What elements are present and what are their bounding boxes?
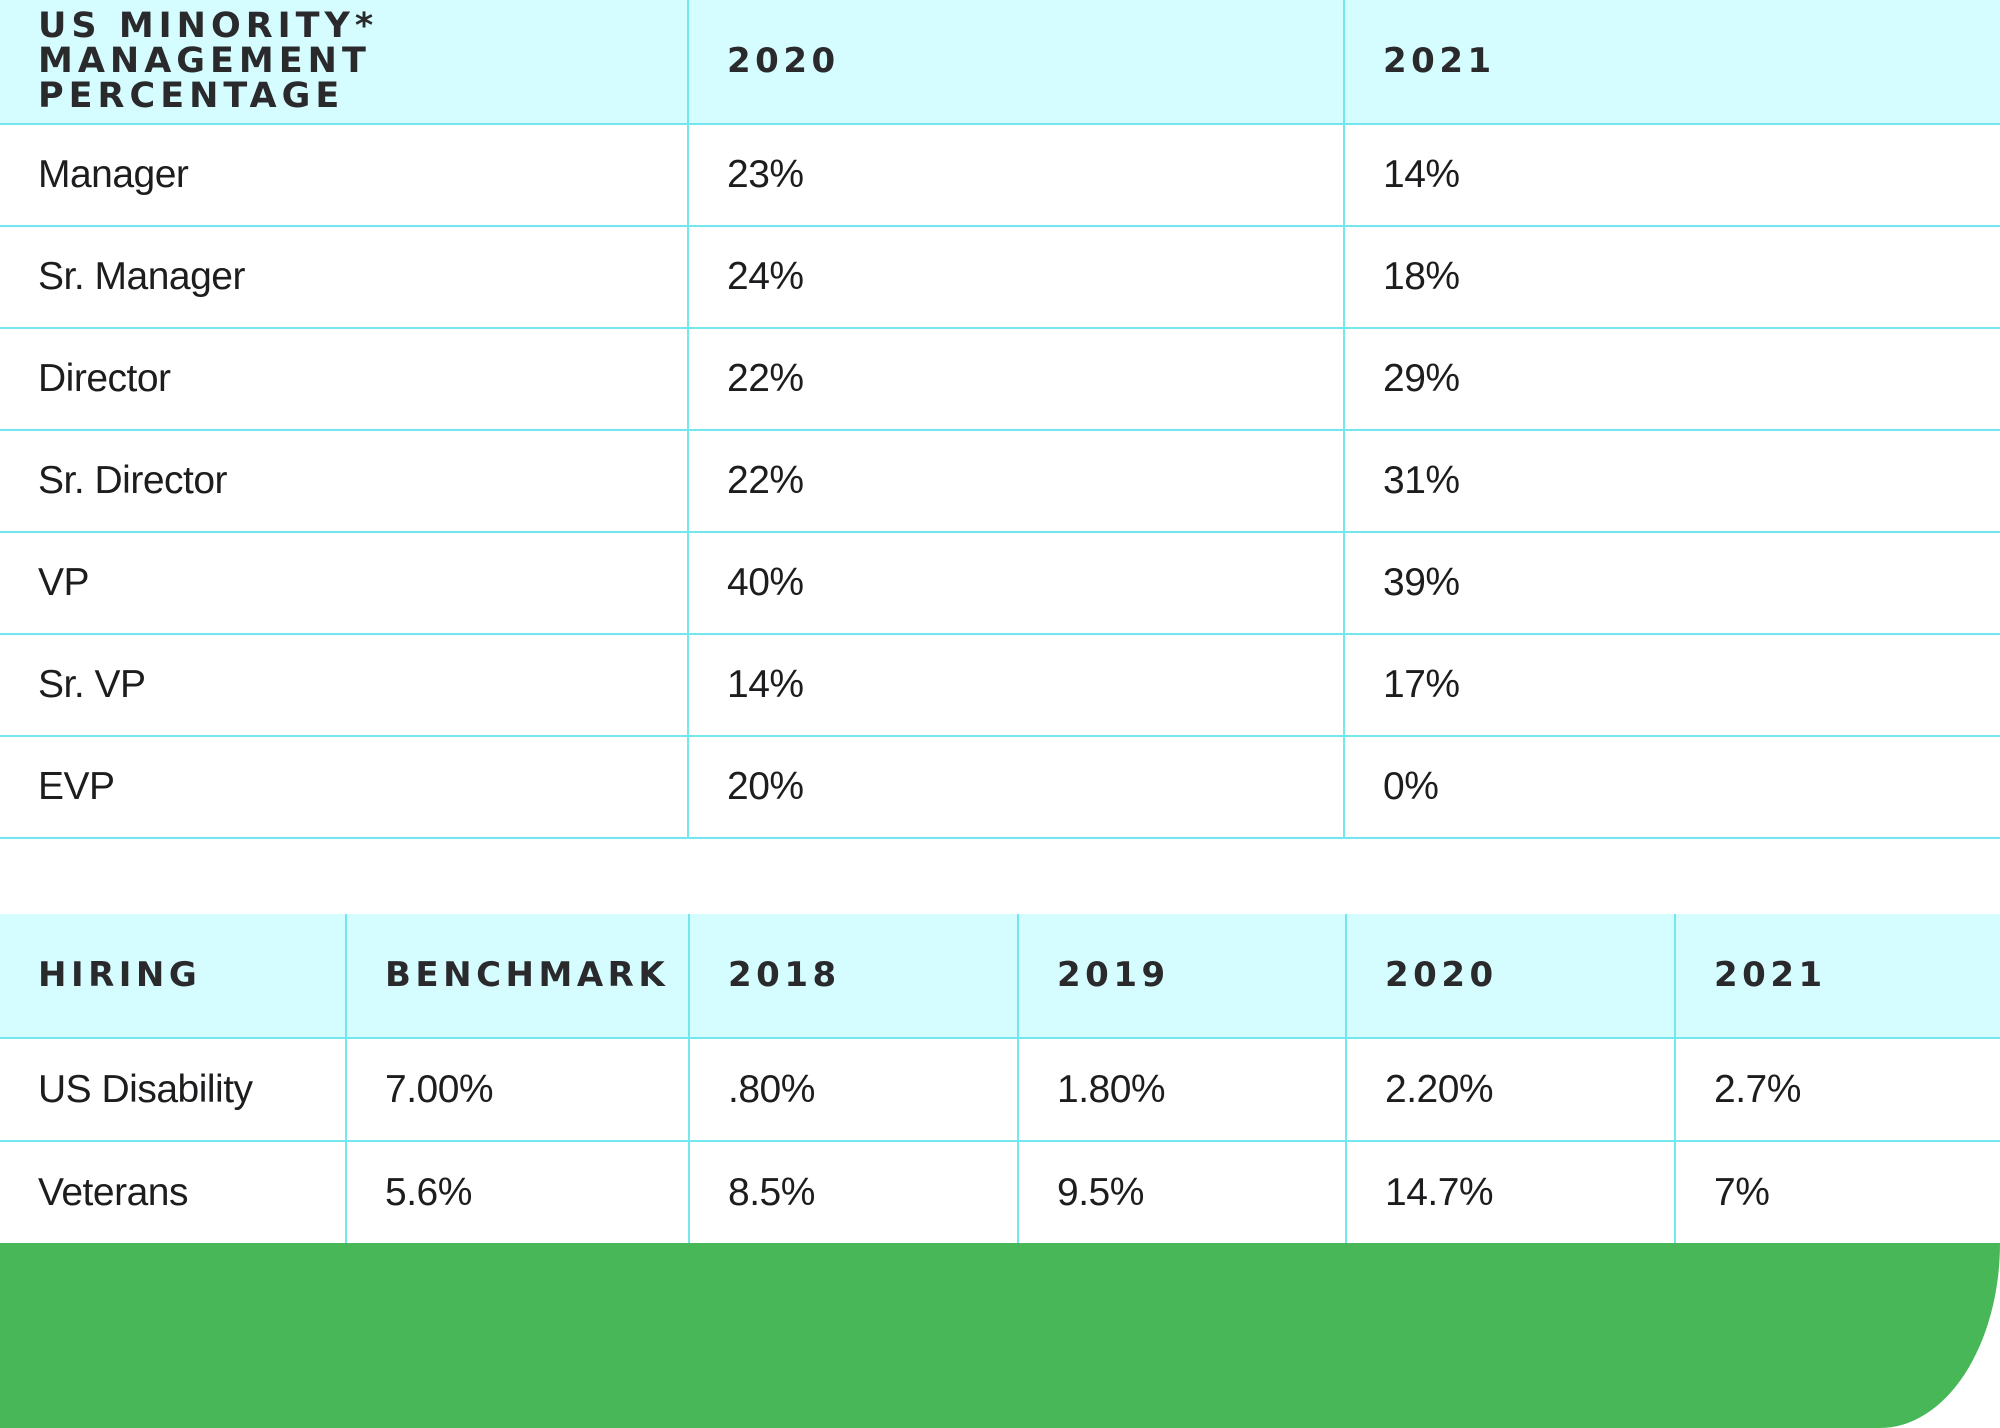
value-2021: 0% xyxy=(1343,735,2000,839)
minority-management-table: US MINORITY* MANAGEMENT PERCENTAGE 2020 … xyxy=(0,0,2000,839)
row-label: Veterans xyxy=(0,1140,347,1244)
value-2019: 1.80% xyxy=(1017,1037,1347,1142)
table-row: US Disability 7.00% .80% 1.80% 2.20% 2.7… xyxy=(0,1037,2000,1142)
value-2019: 9.5% xyxy=(1017,1140,1347,1244)
row-label: EVP xyxy=(0,735,689,839)
value-2018: .80% xyxy=(688,1037,1019,1142)
column-header-2019: 2019 xyxy=(1017,914,1347,1039)
value-2020: 2.20% xyxy=(1345,1037,1676,1142)
column-header-2020: 2020 xyxy=(1345,914,1676,1039)
value-2020: 14.7% xyxy=(1345,1140,1676,1244)
value-2021: 29% xyxy=(1343,327,2000,431)
table-row: VP 40% 39% xyxy=(0,531,2000,635)
column-header-2021: 2021 xyxy=(1674,914,2000,1039)
value-2020: 23% xyxy=(687,123,1345,227)
row-label: US Disability xyxy=(0,1037,347,1142)
value-2021: 17% xyxy=(1343,633,2000,737)
value-2021: 39% xyxy=(1343,531,2000,635)
table-row: Sr. Director 22% 31% xyxy=(0,429,2000,533)
table-row: EVP 20% 0% xyxy=(0,735,2000,839)
value-2018: 8.5% xyxy=(688,1140,1019,1244)
table-row: Veterans 5.6% 8.5% 9.5% 14.7% 7% xyxy=(0,1140,2000,1244)
value-2020: 20% xyxy=(687,735,1345,839)
row-label: VP xyxy=(0,531,689,635)
value-2020: 22% xyxy=(687,327,1345,431)
row-label: Manager xyxy=(0,123,689,227)
column-header-2021: 2021 xyxy=(1343,0,2000,125)
footer-green-band-curve xyxy=(1880,1243,2000,1428)
table-row: Sr. Manager 24% 18% xyxy=(0,225,2000,329)
table-row: Sr. VP 14% 17% xyxy=(0,633,2000,737)
value-benchmark: 7.00% xyxy=(345,1037,690,1142)
column-header-category: US MINORITY* MANAGEMENT PERCENTAGE xyxy=(0,0,689,125)
table-header-row: US MINORITY* MANAGEMENT PERCENTAGE 2020 … xyxy=(0,0,2000,125)
column-header-benchmark: BENCHMARK xyxy=(345,914,690,1039)
hiring-table: HIRING BENCHMARK 2018 2019 2020 2021 US … xyxy=(0,914,2000,1244)
column-header-2018: 2018 xyxy=(688,914,1019,1039)
column-header-hiring: HIRING xyxy=(0,914,347,1039)
table-header-row: HIRING BENCHMARK 2018 2019 2020 2021 xyxy=(0,914,2000,1039)
column-header-2020: 2020 xyxy=(687,0,1345,125)
value-2020: 24% xyxy=(687,225,1345,329)
value-benchmark: 5.6% xyxy=(345,1140,690,1244)
value-2021: 18% xyxy=(1343,225,2000,329)
row-label: Sr. Director xyxy=(0,429,689,533)
table-row: Director 22% 29% xyxy=(0,327,2000,431)
table-row: Manager 23% 14% xyxy=(0,123,2000,227)
value-2020: 14% xyxy=(687,633,1345,737)
value-2021: 2.7% xyxy=(1674,1037,2000,1142)
value-2020: 22% xyxy=(687,429,1345,533)
value-2020: 40% xyxy=(687,531,1345,635)
row-label: Director xyxy=(0,327,689,431)
row-label: Sr. Manager xyxy=(0,225,689,329)
footer-green-band xyxy=(0,1243,1880,1428)
row-label: Sr. VP xyxy=(0,633,689,737)
value-2021: 31% xyxy=(1343,429,2000,533)
value-2021: 7% xyxy=(1674,1140,2000,1244)
value-2021: 14% xyxy=(1343,123,2000,227)
